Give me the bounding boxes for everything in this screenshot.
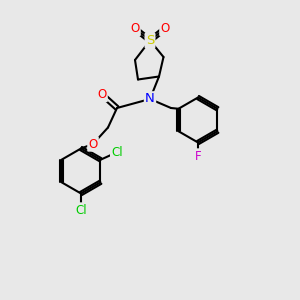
Text: O: O [88,137,98,151]
Text: O: O [160,22,169,35]
Text: O: O [130,22,140,35]
Text: N: N [145,92,155,106]
Text: O: O [98,88,106,101]
Text: F: F [195,149,201,163]
Text: S: S [146,34,154,47]
Text: Cl: Cl [111,146,123,159]
Text: Cl: Cl [75,203,87,217]
